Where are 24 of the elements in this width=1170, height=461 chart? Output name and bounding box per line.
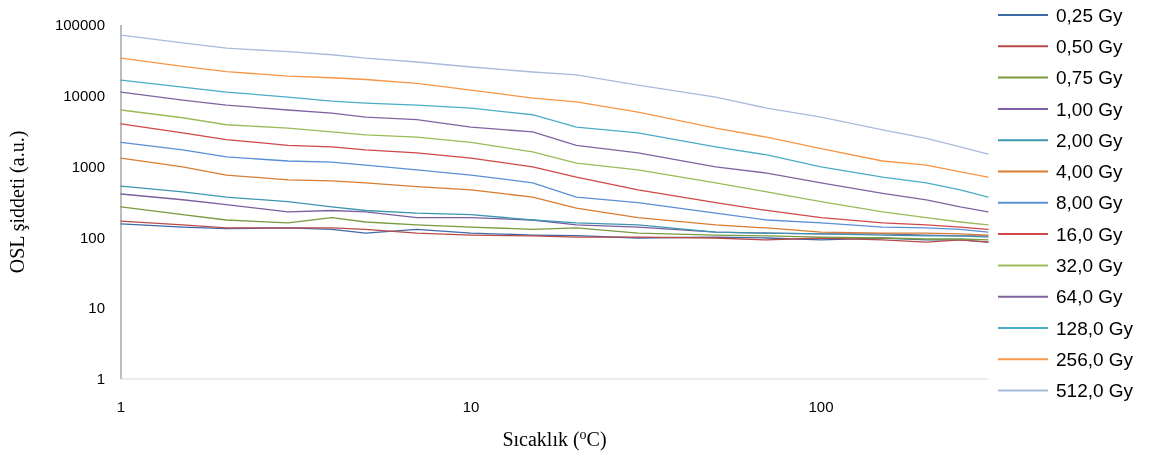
x-tick-label: 100 <box>808 398 834 415</box>
x-tick-label: 1 <box>116 398 126 415</box>
legend-label: 16,0 Gy <box>1056 223 1124 245</box>
y-tick-label: 100 <box>79 228 105 246</box>
y-tick-label: 1000 <box>71 157 105 175</box>
legend-label: 1,00 Gy <box>1056 98 1124 120</box>
y-tick-label: 1 <box>96 370 105 388</box>
legend-label: 4,00 Gy <box>1056 161 1124 183</box>
y-tick-label: 10 <box>88 299 105 317</box>
legend-label: 512,0 Gy <box>1056 380 1134 402</box>
x-axis-title: Sıcaklık ($^{o}$C) <box>502 426 607 451</box>
legend-label: 8,00 Gy <box>1056 192 1124 214</box>
y-tick-label: 10000 <box>63 87 105 105</box>
legend-label: 128,0 Gy <box>1056 317 1134 339</box>
x-tick-label: 10 <box>462 398 480 415</box>
legend-label: 64,0 Gy <box>1056 286 1124 308</box>
y-tick-label: 100000 <box>54 16 105 34</box>
legend-label: 0,50 Gy <box>1056 35 1124 57</box>
legend-label: 0,25 Gy <box>1056 4 1124 26</box>
legend-label: 32,0 Gy <box>1056 255 1124 277</box>
legend-label: 256,0 Gy <box>1056 348 1134 370</box>
legend-label: 0,75 Gy <box>1056 67 1124 89</box>
legend-label: 2,00 Gy <box>1056 129 1124 151</box>
y-axis-title: OSL şiddeti (a.u.) <box>6 130 29 274</box>
